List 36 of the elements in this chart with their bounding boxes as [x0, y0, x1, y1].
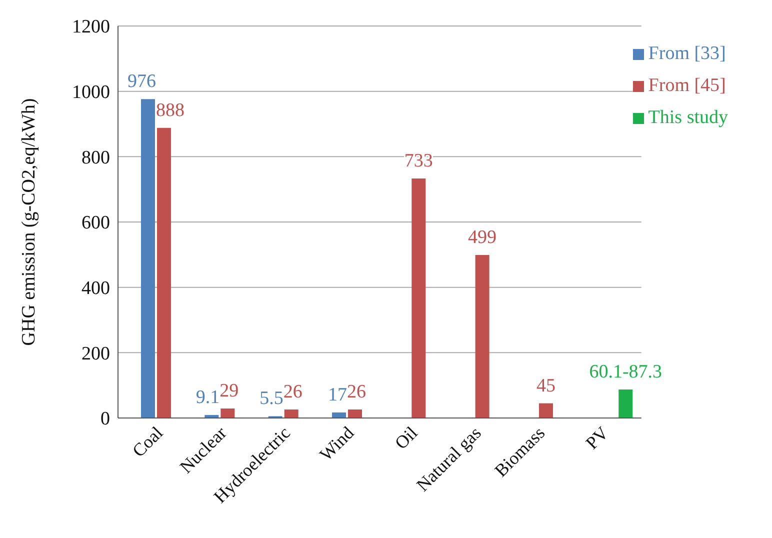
data-label: 888: [156, 100, 184, 121]
data-label: 976: [128, 71, 156, 92]
bar: [412, 178, 426, 418]
data-label: 26: [283, 382, 302, 403]
data-label: 26: [346, 382, 366, 403]
legend-label: From [45]: [648, 75, 726, 96]
data-label: 45: [536, 375, 556, 396]
bar: [332, 412, 346, 418]
bar: [284, 410, 298, 418]
data-label: 60.1-87.3: [589, 361, 662, 382]
bar: [157, 128, 171, 418]
legend-label: From [33]: [648, 43, 726, 64]
x-tick-label: Oil: [390, 422, 422, 454]
x-tick-label: PV: [582, 422, 612, 454]
data-label: 17: [328, 384, 347, 406]
data-label: 29: [220, 380, 239, 402]
bar: [618, 389, 633, 418]
bar: [538, 403, 553, 418]
y-tick-label: 1000: [72, 82, 110, 104]
data-label: 9.1: [196, 387, 220, 408]
y-tick-label: 200: [82, 343, 110, 364]
bar: [141, 99, 155, 418]
y-tick-label: 1200: [72, 16, 110, 38]
y-tick-label: 800: [82, 147, 110, 168]
legend-label: This study: [648, 107, 728, 128]
bar: [475, 254, 490, 418]
data-label: 733: [404, 150, 433, 172]
y-axis-title: GHG emission (g-CO2,eq/kWh): [18, 98, 40, 346]
y-tick-label: 400: [82, 278, 110, 300]
bar: [220, 408, 235, 418]
data-label: 5.5: [260, 388, 284, 410]
x-tick-label: Coal: [128, 422, 167, 461]
data-label: 499: [468, 226, 497, 248]
y-tick-label: 600: [82, 212, 110, 234]
y-tick-label: 0: [100, 408, 110, 430]
bar: [348, 410, 362, 418]
